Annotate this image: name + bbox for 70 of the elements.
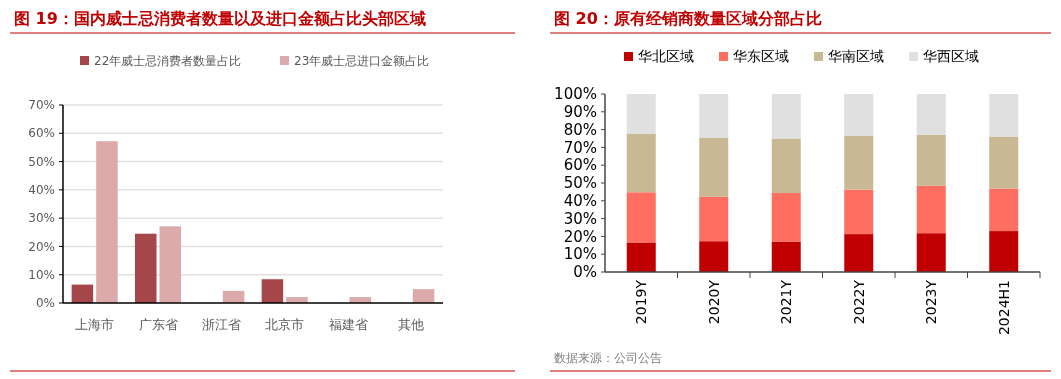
legend-label: 22年威士忌消费者数量占比 xyxy=(94,54,242,68)
legend-label: 华北区域 xyxy=(638,48,694,64)
bar xyxy=(96,141,118,303)
bar xyxy=(844,94,874,136)
bar xyxy=(916,185,946,234)
y-tick-label: 20% xyxy=(28,239,55,254)
chart-title: 图 19：国内威士忌消费者数量以及进口金额占比头部区域 xyxy=(14,9,426,28)
y-tick-label: 80% xyxy=(563,120,597,139)
bar xyxy=(844,189,874,235)
y-tick-label: 40% xyxy=(28,183,55,198)
bar xyxy=(71,284,94,303)
bar xyxy=(916,134,946,186)
y-tick-label: 70% xyxy=(563,138,597,157)
bar xyxy=(989,231,1019,272)
bar xyxy=(261,279,284,303)
legend-label: 华南区域 xyxy=(828,48,884,64)
x-tick-label: 北京市 xyxy=(265,317,305,332)
bar xyxy=(159,226,182,303)
y-tick-label: 60% xyxy=(563,156,597,175)
y-tick-label: 90% xyxy=(563,103,597,122)
y-tick-label: 50% xyxy=(28,154,55,169)
bar xyxy=(699,94,729,138)
bar xyxy=(989,188,1019,232)
legend-label: 华西区域 xyxy=(923,48,979,64)
y-tick-label: 20% xyxy=(563,227,597,246)
bar xyxy=(844,234,874,272)
legend-label: 华东区域 xyxy=(733,48,789,64)
bar xyxy=(699,137,729,197)
x-tick-label: 广东省 xyxy=(138,317,178,332)
y-tick-label: 30% xyxy=(28,211,55,226)
y-tick-label: 10% xyxy=(563,245,597,264)
bar xyxy=(916,94,946,135)
bar xyxy=(771,138,801,193)
y-tick-label: 10% xyxy=(28,267,55,282)
bar xyxy=(771,192,801,242)
y-tick-label: 40% xyxy=(563,192,597,211)
bar xyxy=(626,133,656,193)
x-tick-label: 2022Y xyxy=(850,279,867,325)
y-tick-label: 50% xyxy=(563,174,597,193)
x-tick-label: 浙江省 xyxy=(201,317,241,332)
bar xyxy=(989,94,1019,137)
x-tick-label: 2024H1 xyxy=(995,280,1012,336)
x-tick-label: 2020Y xyxy=(705,279,722,325)
bar xyxy=(626,94,656,134)
bar xyxy=(699,196,729,242)
bar xyxy=(844,135,874,190)
y-tick-label: 100% xyxy=(554,85,597,104)
bar xyxy=(989,136,1019,189)
bar xyxy=(626,242,656,272)
y-tick-label: 0% xyxy=(573,263,597,282)
x-tick-label: 2019Y xyxy=(633,279,650,325)
bar xyxy=(134,233,157,303)
x-tick-label: 福建省 xyxy=(328,317,368,332)
x-tick-label: 2023Y xyxy=(923,279,940,325)
x-tick-label: 上海市 xyxy=(75,317,115,332)
bar xyxy=(699,241,729,272)
bar xyxy=(916,233,946,272)
legend-label: 23年威士忌进口金额占比 xyxy=(294,54,430,68)
x-tick-label: 其他 xyxy=(398,317,425,332)
bar xyxy=(412,289,435,303)
source-note: 数据来源：公司公告 xyxy=(554,351,662,365)
y-tick-label: 0% xyxy=(35,296,55,311)
y-tick-label: 30% xyxy=(563,209,597,228)
bar xyxy=(771,241,801,272)
bar xyxy=(771,94,801,139)
y-tick-label: 60% xyxy=(28,126,55,141)
bar xyxy=(626,192,656,243)
y-tick-label: 70% xyxy=(28,98,55,113)
x-tick-label: 2021Y xyxy=(778,279,795,325)
chart-title: 图 20：原有经销商数量区域分部占比 xyxy=(554,9,822,28)
